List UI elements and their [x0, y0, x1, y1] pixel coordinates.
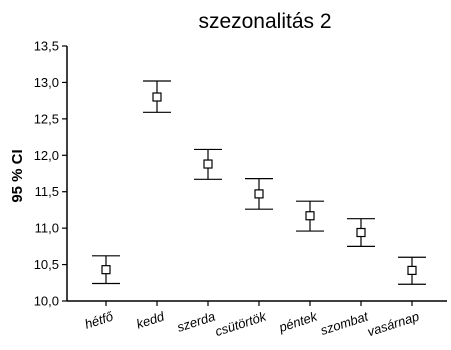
- y-tick-label: 11,5: [35, 184, 59, 199]
- mean-marker-4: [305, 211, 315, 221]
- mean-marker-6: [407, 265, 417, 275]
- y-tick-label: 11,0: [35, 221, 59, 236]
- y-tick-label: 10,0: [34, 294, 59, 309]
- y-tick-label: 13,0: [34, 75, 59, 90]
- mean-marker-1: [152, 92, 162, 102]
- mean-marker-5: [356, 227, 366, 238]
- mean-marker-2: [203, 159, 213, 169]
- y-tick-label: 12,5: [34, 111, 59, 126]
- mean-marker-0: [101, 265, 111, 275]
- chart-title: szezonalitás 2: [198, 10, 331, 33]
- y-tick-label: 10,5: [34, 257, 59, 272]
- y-tick-label: 12,0: [34, 148, 59, 163]
- mean-marker-3: [254, 189, 264, 199]
- y-tick-label: 13,5: [34, 39, 59, 54]
- y-axis-title: 95 % CI: [9, 149, 26, 202]
